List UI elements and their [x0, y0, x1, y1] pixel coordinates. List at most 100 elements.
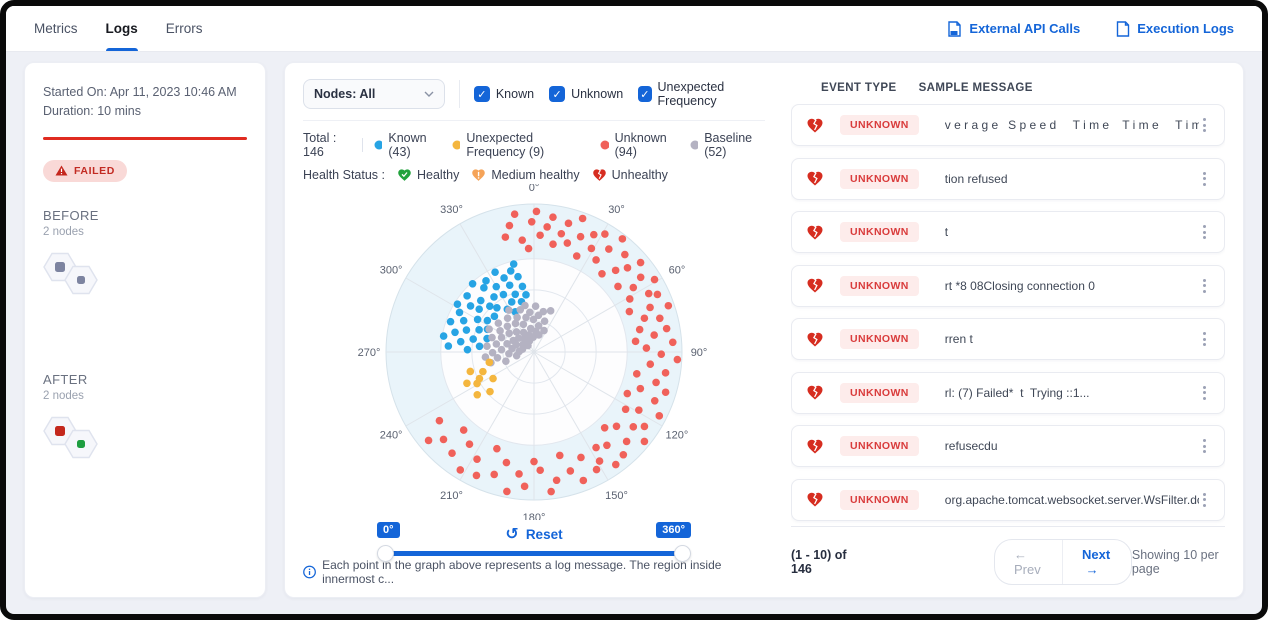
polar-scatter-chart[interactable]: 0° 30° 60° 90° 120° 150° 180° 210° 240° 270° 300° 3…: [303, 184, 765, 520]
slider-min-chip: 0°: [377, 522, 400, 538]
checkbox-unknown[interactable]: ✓ Unknown: [549, 86, 623, 102]
checkbox-unexpected-frequency-label: Unexpected Frequency: [657, 80, 725, 108]
chart-info-note: Each point in the graph above represents…: [303, 558, 765, 586]
checkbox-known-label: Known: [495, 87, 535, 101]
spacer: [43, 304, 247, 346]
status-badge: FAILED: [43, 159, 127, 182]
row-menu-button[interactable]: [1199, 114, 1210, 136]
unhealthy-broken-heart-icon: [807, 118, 823, 133]
series-legend: Total : 146 Known (43) Unexpected Freque…: [303, 131, 765, 159]
divider: [458, 80, 460, 108]
pagination-bar: (1 - 10) of 146 ← Prev Next → Showing 10…: [791, 526, 1225, 585]
legend-item-unknown[interactable]: Unknown (94): [600, 131, 679, 159]
tab-metrics[interactable]: Metrics: [34, 6, 78, 51]
nodes-dropdown[interactable]: Nodes: All: [303, 79, 445, 109]
unhealthy-broken-heart-icon: [807, 385, 823, 400]
svg-text:60°: 60°: [669, 264, 686, 276]
prev-page-button[interactable]: ← Prev: [1013, 547, 1041, 577]
before-node-2[interactable]: [64, 265, 98, 295]
health-item-unhealthy: Unhealthy: [592, 168, 668, 182]
series-checkbox-group: ✓ Known ✓ Unknown ✓ Unexpected Frequency: [473, 80, 765, 108]
next-label: Next: [1081, 547, 1111, 562]
slider-handle-max[interactable]: [674, 545, 691, 562]
event-rows: UNKNOWN v e r a g e S p e e d T i m e T …: [791, 104, 1225, 526]
execution-logs-label: Execution Logs: [1137, 21, 1234, 36]
sample-message-text: t: [944, 225, 949, 239]
unhealthy-broken-heart-icon: [807, 171, 823, 186]
tab-errors[interactable]: Errors: [166, 6, 203, 51]
tab-logs-label: Logs: [105, 21, 138, 36]
event-log-column: EVENT TYPE SAMPLE MESSAGE UNKNOWN v e r …: [791, 79, 1225, 585]
event-table-row[interactable]: UNKNOWN org.apache.tomcat.websocket.serv…: [791, 478, 1225, 521]
event-type-badge: UNKNOWN: [840, 275, 919, 296]
page-body: Started On: Apr 11, 2023 10:46 AM Durati…: [6, 52, 1262, 614]
checkbox-known-box: ✓: [473, 86, 490, 102]
chart-info-text: Each point in the graph above represents…: [322, 558, 722, 586]
event-table-row[interactable]: UNKNOWN tion refused: [791, 157, 1225, 200]
row-menu-button[interactable]: [1199, 328, 1210, 350]
event-type-badge: UNKNOWN: [840, 222, 919, 242]
svg-text:270°: 270°: [358, 347, 381, 359]
divider: [362, 138, 364, 152]
svg-text:150°: 150°: [605, 490, 628, 502]
medium-healthy-label: Medium healthy: [491, 168, 580, 182]
legend-unknown-label: Unknown (94): [614, 131, 667, 159]
event-table-row[interactable]: UNKNOWN t: [791, 211, 1225, 253]
svg-text:180°: 180°: [523, 512, 546, 520]
sample-message-text: rt *8 08Closing connection 0: [944, 278, 1095, 293]
checkbox-known[interactable]: ✓ Known: [473, 86, 535, 102]
row-menu-button[interactable]: [1199, 489, 1210, 511]
failed-divider: [43, 136, 247, 140]
row-menu-button[interactable]: [1199, 168, 1210, 190]
pagination-range: (1 - 10) of 146: [791, 548, 847, 576]
svg-text:330°: 330°: [440, 204, 463, 216]
reset-label: Reset: [525, 526, 563, 542]
legend-item-baseline[interactable]: Baseline (52): [690, 131, 765, 159]
legend-item-known[interactable]: Known (43): [374, 131, 441, 159]
execution-logs-link[interactable]: Execution Logs: [1116, 20, 1234, 37]
next-page-button[interactable]: Next →: [1061, 540, 1131, 584]
event-table-row[interactable]: UNKNOWN v e r a g e S p e e d T i m e T …: [791, 104, 1225, 146]
after-node-2[interactable]: [64, 429, 98, 459]
after-title: AFTER: [43, 371, 88, 387]
event-type-badge: UNKNOWN: [840, 436, 919, 456]
row-menu-button[interactable]: [1199, 275, 1210, 297]
sample-message-text: refusecdu: [944, 439, 998, 453]
chevron-down-icon: [424, 91, 434, 97]
row-menu-button[interactable]: [1199, 382, 1210, 404]
after-node-1-status: [55, 425, 65, 436]
info-icon: [303, 565, 316, 579]
event-table-row[interactable]: UNKNOWN refusecdu: [791, 425, 1225, 467]
unhealthy-label: Unhealthy: [611, 168, 668, 182]
checkbox-unexpected-frequency[interactable]: ✓ Unexpected Frequency: [638, 80, 765, 108]
health-item-healthy: Healthy: [397, 168, 459, 182]
nodes-dropdown-value: Nodes: All: [314, 87, 376, 101]
sample-message-column-header: SAMPLE MESSAGE: [918, 82, 1033, 94]
event-type-badge: UNKNOWN: [840, 382, 919, 403]
reset-button[interactable]: ↺ Reset: [303, 526, 765, 542]
prev-label: Prev: [1013, 562, 1041, 577]
reset-icon: ↺: [505, 524, 519, 543]
svg-text:300°: 300°: [380, 264, 403, 276]
legend-unexpected-frequency-label: Unexpected Frequency (9): [466, 131, 545, 159]
unhealthy-broken-heart-icon: [807, 278, 823, 293]
slider-handle-min[interactable]: [377, 545, 394, 562]
health-status-label: Health Status :: [303, 168, 385, 182]
event-table-row[interactable]: UNKNOWN rl: (7) Failed* t Trying ::1...: [791, 371, 1225, 414]
event-type-badge: UNKNOWN: [840, 168, 919, 189]
legend-known-label: Known (43): [388, 131, 427, 159]
event-table-row[interactable]: UNKNOWN rt *8 08Closing connection 0: [791, 264, 1225, 307]
healthy-heart-icon: [398, 169, 411, 181]
checkbox-unknown-label: Unknown: [571, 87, 624, 101]
known-dot-icon: [374, 140, 383, 150]
event-table-row[interactable]: UNKNOWN rren t: [791, 318, 1225, 360]
legend-item-unexpected-frequency[interactable]: Unexpected Frequency (9): [452, 131, 589, 159]
row-menu-button[interactable]: [1199, 221, 1210, 243]
tab-logs[interactable]: Logs: [105, 6, 139, 51]
row-menu-button[interactable]: [1199, 435, 1210, 457]
slider-track[interactable]: [385, 551, 683, 556]
external-api-calls-link[interactable]: External API Calls: [947, 20, 1080, 37]
tab-bar: Metrics Logs Errors: [34, 6, 203, 51]
unhealthy-broken-heart-icon: [807, 332, 823, 347]
